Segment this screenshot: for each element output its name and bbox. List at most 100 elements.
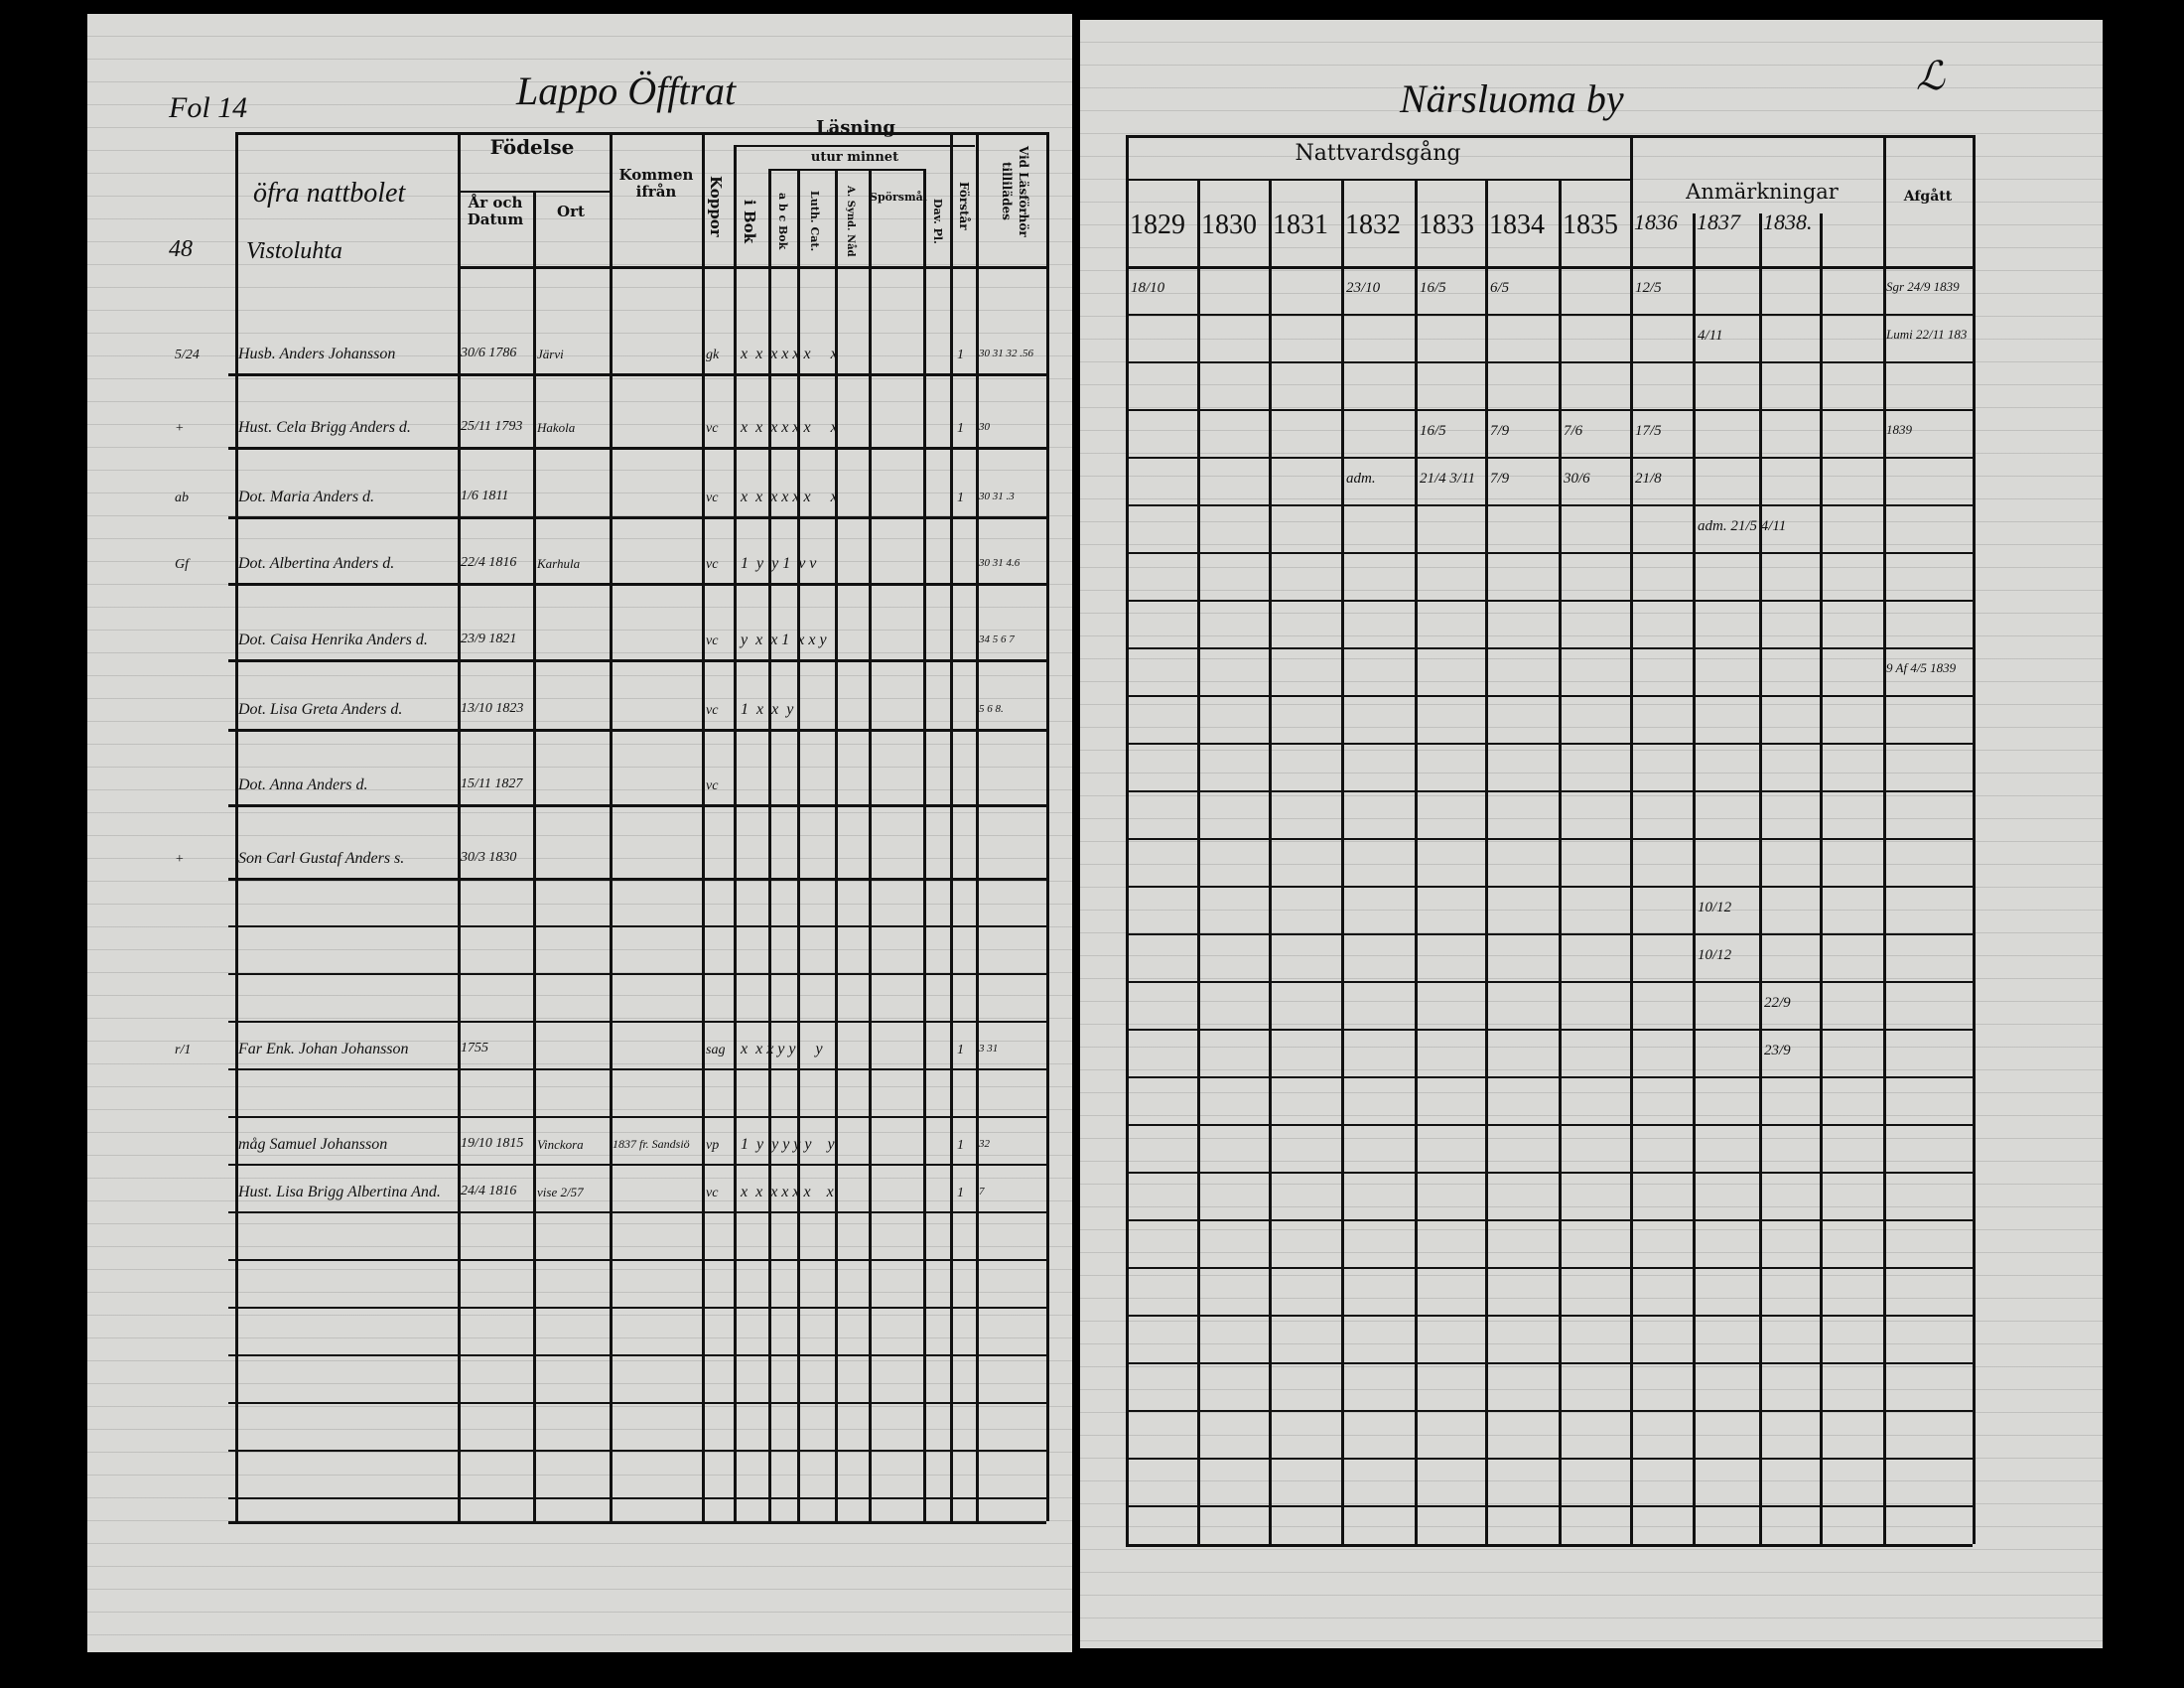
- row-koppor: sag: [706, 1043, 726, 1057]
- row-line: [228, 1259, 1046, 1261]
- row-birth-place: Järvi: [537, 347, 564, 361]
- grid-line: [1197, 179, 1200, 1544]
- row-name: Dot. Caisa Henrika Anders d.: [238, 632, 428, 648]
- row-line: [228, 973, 1046, 975]
- grid-line: [768, 169, 923, 171]
- header-vid-lasforhor: Vid Läsförhör tillilädes: [1000, 145, 1030, 237]
- afgatt-note: Sgr 24/9 1839: [1886, 279, 1960, 294]
- year-1832: 1832: [1345, 210, 1401, 240]
- row-koppor: vc: [706, 778, 719, 793]
- row-birth-date: 13/10 1823: [461, 701, 524, 716]
- right-heading: Närsluoma by: [1400, 76, 1624, 121]
- row-birth-place: Karhula: [537, 556, 581, 571]
- row-koppor: vc: [706, 491, 719, 505]
- header-anmarkningar: Anmärkningar: [1686, 180, 1839, 204]
- row-line: [1126, 981, 1973, 983]
- year-1837: 1837: [1697, 210, 1740, 234]
- row-line: [228, 1164, 1046, 1166]
- row-name: Son Carl Gustaf Anders s.: [238, 850, 405, 867]
- row-birth-date: 22/4 1816: [461, 555, 517, 570]
- header-kommen-ifran: Kommen ifrån: [618, 166, 694, 201]
- grid-line: [950, 132, 953, 1521]
- year-1838: 1838.: [1763, 210, 1813, 234]
- row-reading-marks: 1 x x y: [741, 701, 794, 718]
- row-line: [228, 804, 1046, 807]
- row-koppor: vc: [706, 703, 719, 718]
- row-koppor: vp: [706, 1138, 720, 1153]
- grid-line: [235, 132, 1046, 135]
- row-koppor: vc: [706, 1186, 719, 1200]
- corner-mark: ℒ: [1916, 54, 1945, 98]
- afgatt-note: 9 Af 4/5 1839: [1886, 660, 1957, 675]
- year-1830: 1830: [1201, 210, 1257, 240]
- row-line: [228, 729, 1046, 732]
- row-line: [1126, 790, 1973, 792]
- row-line: [1126, 361, 1973, 363]
- header-lasning: Läsning: [815, 117, 896, 138]
- year-1836: 1836: [1634, 210, 1678, 234]
- header-sporsmal: Spörsmål: [870, 191, 927, 204]
- header-a-synd: A. Synd. Nåd: [845, 185, 856, 257]
- grid-line: [228, 1521, 1046, 1524]
- row-line: [1126, 838, 1973, 840]
- row-line: [228, 1497, 1046, 1499]
- communion-entry: 7/9: [1490, 423, 1510, 439]
- grid-line: [1759, 213, 1762, 1544]
- row-forstar: 1: [957, 1138, 964, 1153]
- row-line: [1126, 1410, 1973, 1412]
- row-line: [1126, 695, 1973, 697]
- row-line: [228, 878, 1046, 881]
- right-page: [1080, 20, 2103, 1648]
- row-line: [1126, 886, 1973, 888]
- header-abc-bok: a b c Bok: [776, 192, 789, 250]
- row-birth-date: 1755: [461, 1041, 488, 1055]
- row-line: [1126, 1029, 1973, 1031]
- grid-line: [835, 169, 838, 1521]
- grid-line: [869, 169, 872, 1521]
- header-ort: Ort: [557, 203, 585, 220]
- row-koppor: vc: [706, 633, 719, 648]
- header-fodelse: Födelse: [489, 135, 575, 159]
- row-line: [1126, 1505, 1973, 1507]
- row-name: Dot. Maria Anders d.: [238, 489, 375, 505]
- row-line: [228, 1402, 1046, 1404]
- ruled-paper: [87, 14, 1072, 1652]
- grid-line: [734, 145, 737, 1521]
- year-1834: 1834: [1489, 210, 1545, 240]
- row-line: [228, 447, 1046, 450]
- row-line: [1126, 1124, 1973, 1126]
- row-birth-place: Vinckora: [537, 1137, 584, 1152]
- grid-line: [976, 132, 979, 1521]
- row-margin-note: r/1: [175, 1043, 192, 1057]
- row-forstar: 1: [957, 1043, 964, 1057]
- row-line: [1126, 552, 1973, 554]
- row-line: [1126, 600, 1973, 602]
- row-lasforhor: 34 5 6 7: [979, 633, 1015, 645]
- row-name: Hust. Cela Brigg Anders d.: [238, 419, 411, 436]
- row-name: Dot. Albertina Anders d.: [238, 555, 395, 572]
- row-name: måg Samuel Johansson: [238, 1136, 388, 1153]
- communion-entry: adm.: [1346, 471, 1376, 487]
- row-reading-marks: 1 y y 1 v v: [741, 555, 817, 572]
- row-line: [228, 1116, 1046, 1118]
- communion-entry: adm. 21/5 4/11: [1698, 518, 1787, 534]
- row-birth-date: 1/6 1811: [461, 489, 509, 503]
- row-reading-marks: x x x x x x x: [741, 1184, 834, 1200]
- grid-line: [1820, 213, 1823, 1544]
- communion-entry: 21/4 3/11: [1420, 471, 1475, 487]
- grid-line: [1126, 179, 1630, 181]
- communion-entry: 16/5: [1420, 280, 1446, 296]
- grid-line: [1485, 179, 1488, 1544]
- row-birth-date: 30/6 1786: [461, 346, 517, 360]
- row-lasforhor: 30 31 4.6: [979, 557, 1021, 569]
- row-line: [1126, 1458, 1973, 1460]
- communion-entry: 22/9: [1764, 995, 1791, 1011]
- communion-entry: 7/9: [1490, 471, 1510, 487]
- grid-line: [1973, 135, 1976, 1544]
- row-forstar: 1: [957, 348, 964, 362]
- row-margin-note: +: [175, 852, 185, 867]
- row-birth-place: Hakola: [537, 420, 576, 435]
- row-line: [228, 373, 1046, 376]
- year-1831: 1831: [1273, 210, 1328, 240]
- afgatt-note: Lumi 22/11 183: [1886, 327, 1968, 342]
